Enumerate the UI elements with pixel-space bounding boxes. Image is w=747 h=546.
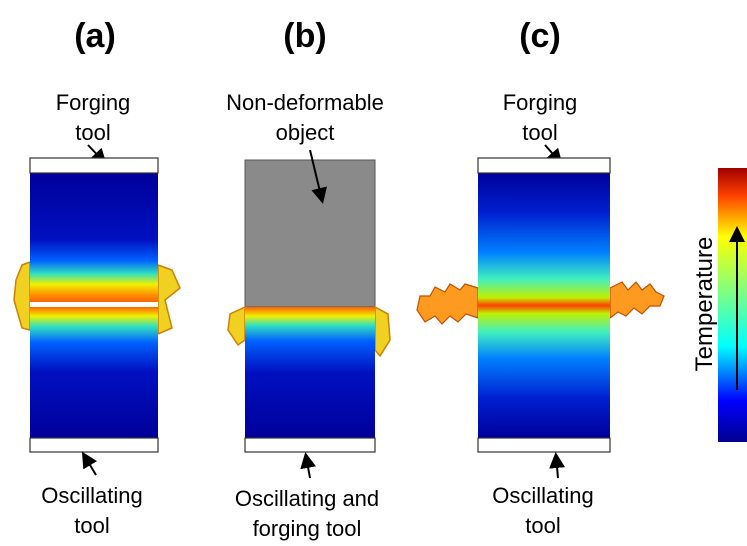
forging-tool bbox=[478, 158, 610, 173]
bottom-label: tool bbox=[74, 513, 109, 538]
non-deformable-object bbox=[245, 160, 375, 307]
bottom-label: Oscillating bbox=[41, 483, 142, 508]
panel-label: (c) bbox=[519, 17, 561, 55]
arrow bbox=[306, 456, 310, 478]
arrow bbox=[84, 455, 96, 475]
arrow bbox=[556, 456, 558, 478]
bottom-label: Oscillating and bbox=[235, 486, 379, 511]
top-label: tool bbox=[75, 120, 110, 145]
colorbar-label: Temperature bbox=[691, 237, 718, 372]
top-label: object bbox=[276, 120, 335, 145]
workpiece bbox=[478, 173, 610, 438]
bottom-label: Oscillating bbox=[492, 483, 593, 508]
forging-tool bbox=[30, 158, 158, 173]
oscillating-tool bbox=[30, 438, 158, 452]
top-label: Forging bbox=[503, 90, 578, 115]
bottom-label: tool bbox=[525, 513, 560, 538]
top-label: Non-deformable bbox=[226, 90, 384, 115]
workpiece bbox=[245, 307, 375, 438]
top-label: tool bbox=[522, 120, 557, 145]
panel-label: (a) bbox=[74, 17, 116, 55]
figure: (a) Forging tool Oscillating tool (b) No… bbox=[0, 0, 747, 546]
interface bbox=[30, 302, 158, 307]
oscillating-tool bbox=[245, 438, 375, 452]
panel-label: (b) bbox=[283, 17, 326, 55]
colorbar bbox=[718, 168, 747, 442]
top-label: Forging bbox=[56, 90, 131, 115]
bottom-label: forging tool bbox=[253, 516, 362, 541]
oscillating-tool bbox=[478, 438, 610, 452]
